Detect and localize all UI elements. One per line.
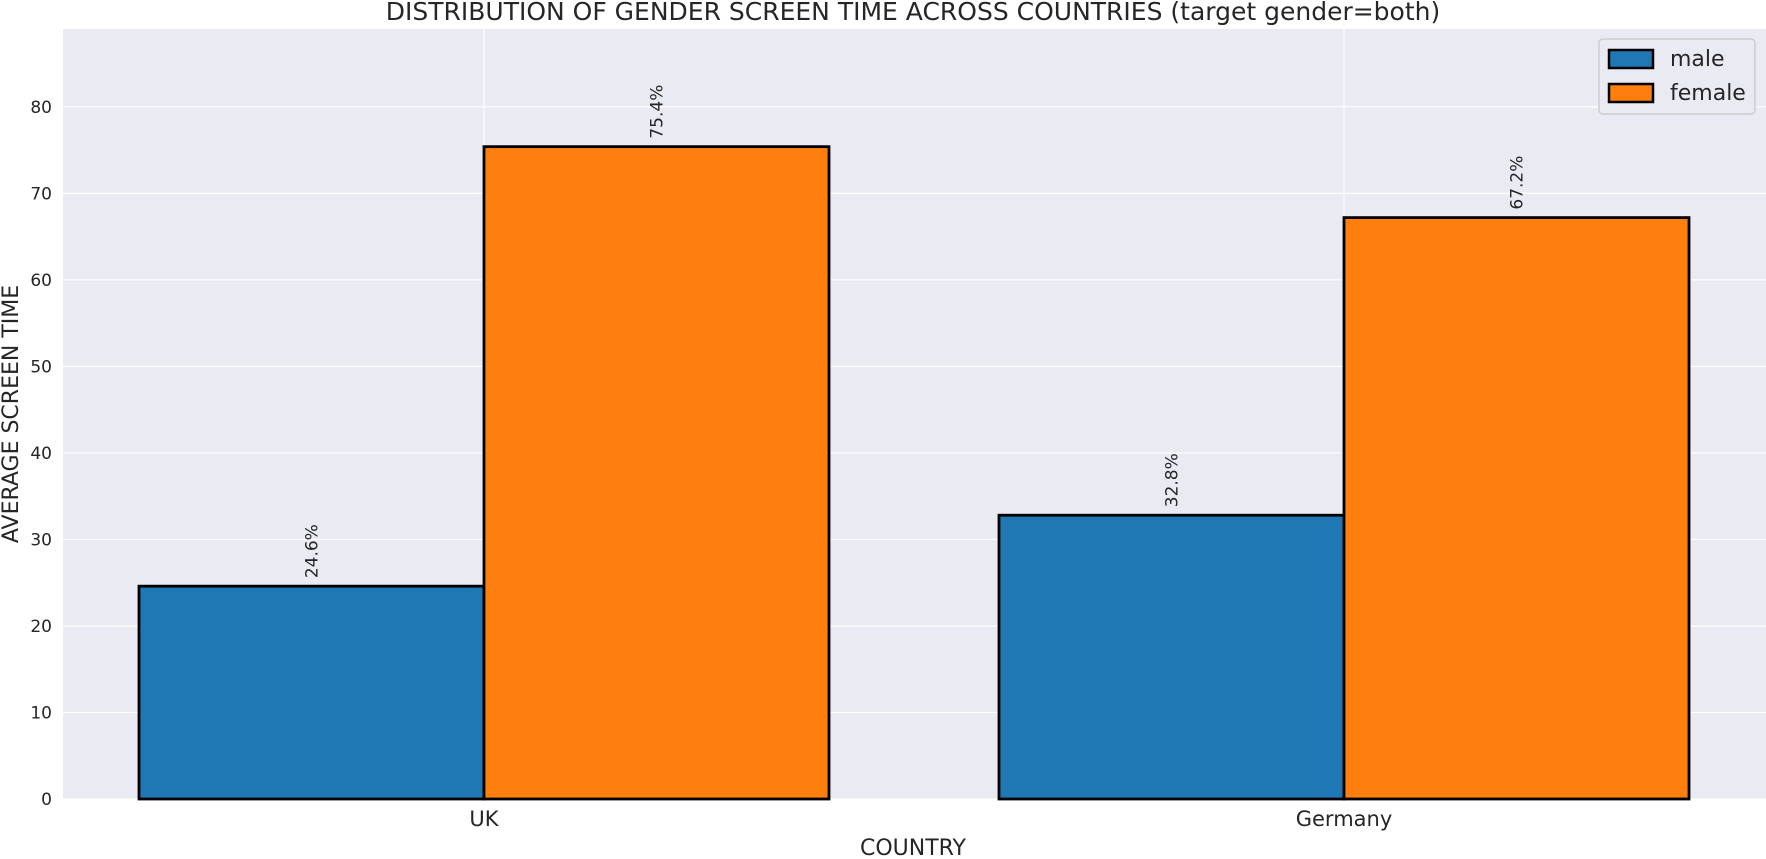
y-tick-label: 0: [41, 790, 52, 810]
y-tick-label: 20: [30, 617, 52, 637]
x-tick-label: UK: [469, 807, 499, 831]
chart-title: DISTRIBUTION OF GENDER SCREEN TIME ACROS…: [386, 0, 1441, 26]
y-tick-label: 30: [30, 530, 52, 550]
legend-label-female: female: [1670, 81, 1746, 106]
x-axis-title: COUNTRY: [860, 836, 967, 859]
x-tick-label: Germany: [1296, 807, 1393, 831]
bars: [137, 145, 1691, 801]
data-label: 67.2%: [1508, 156, 1528, 210]
y-tick-label: 70: [30, 184, 52, 204]
y-tick-label: 60: [30, 271, 52, 291]
data-label: 24.6%: [303, 524, 323, 578]
y-tick-label: 10: [30, 703, 52, 723]
legend-swatch-male: [1607, 48, 1655, 70]
data-labels: 24.6% 32.8% 75.4% 67.2%: [303, 85, 1528, 579]
y-tick-labels: 0 10 20 30 40 50 60 70 80: [30, 98, 52, 810]
data-label: 32.8%: [1163, 453, 1183, 507]
bar-female-germany: [1342, 216, 1691, 801]
bar-female-uk: [482, 145, 831, 801]
y-tick-label: 40: [30, 444, 52, 464]
legend-label-male: male: [1670, 47, 1725, 72]
y-tick-label: 80: [30, 98, 52, 118]
data-label: 75.4%: [648, 85, 668, 139]
bar-male-germany: [997, 513, 1346, 801]
y-axis-title: AVERAGE SCREEN TIME: [0, 285, 24, 543]
legend: male female: [1598, 38, 1756, 115]
x-tick-labels: UK Germany: [469, 807, 1392, 831]
legend-swatch-female: [1607, 82, 1655, 104]
bar-male-uk: [137, 584, 486, 801]
y-tick-label: 50: [30, 357, 52, 377]
